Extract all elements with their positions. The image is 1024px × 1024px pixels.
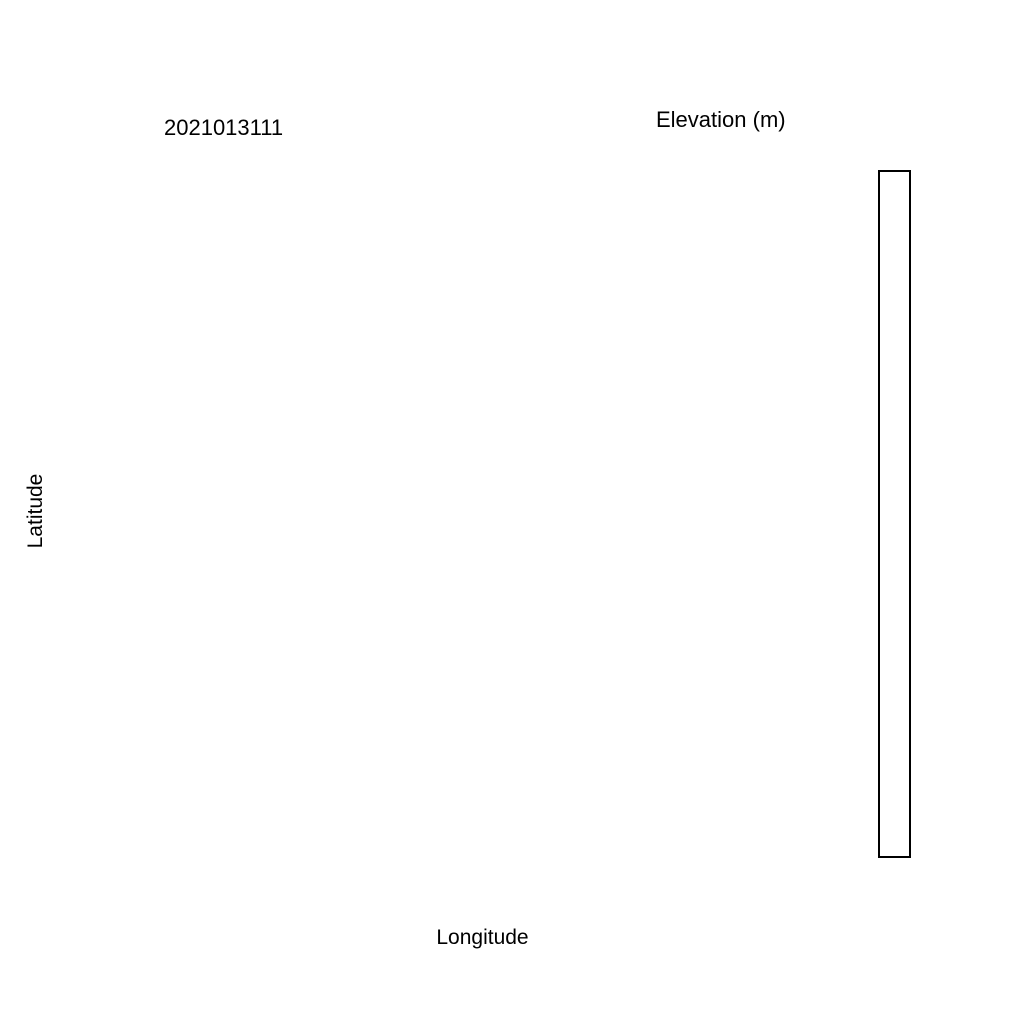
timestamp-title: 2021013111 [164, 115, 284, 140]
y-axis-label: Latitude [24, 473, 47, 549]
colorbar-title: Elevation (m) [656, 107, 786, 132]
colorbar [878, 170, 911, 858]
x-axis-label: Longitude [436, 926, 529, 949]
map-svg [127, 160, 838, 860]
